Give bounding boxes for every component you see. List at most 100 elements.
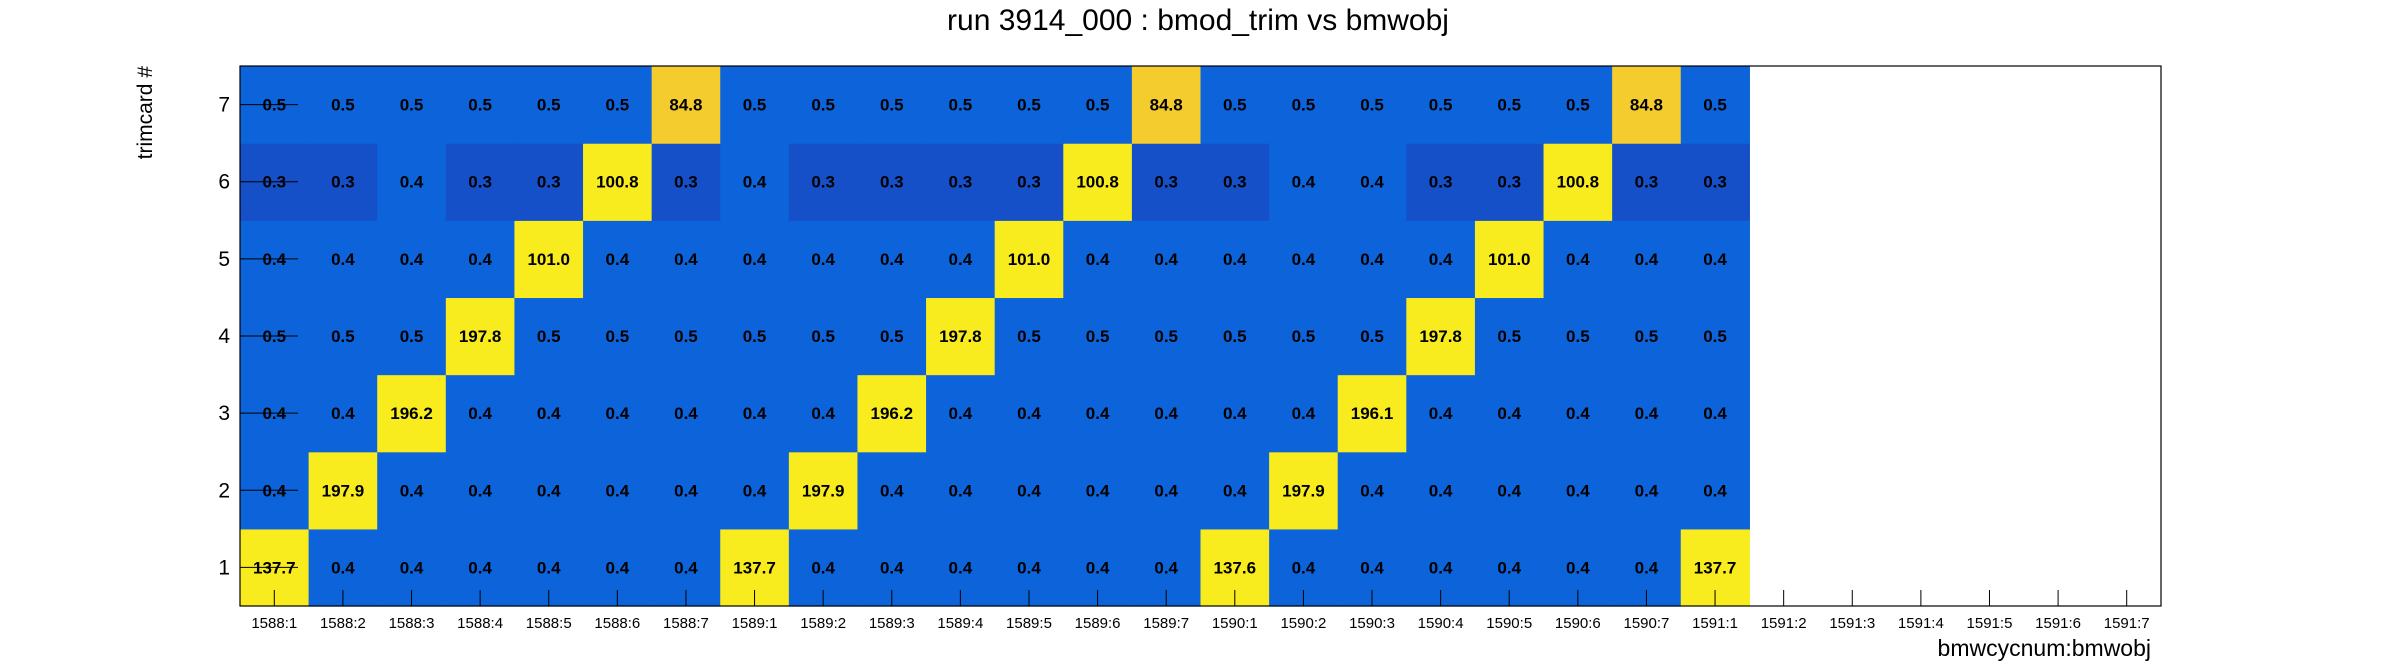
heatmap-cell <box>1337 66 1407 144</box>
heatmap-cell <box>1063 220 1133 299</box>
heatmap-cell <box>1269 374 1339 453</box>
cell-value-label: 137.6 <box>1214 558 1257 577</box>
cell-value-label: 197.8 <box>459 327 502 346</box>
cell-value-label: 0.5 <box>743 327 767 346</box>
heatmap-cell <box>377 143 447 221</box>
x-axis-label: bmwcycnum:bmwobj <box>1938 635 2151 661</box>
cell-value-label: 0.4 <box>537 404 561 423</box>
cell-value-label: 197.8 <box>939 327 982 346</box>
x-tick-label: 1588:7 <box>663 615 709 632</box>
cell-value-label: 0.4 <box>674 404 698 423</box>
heatmap-cell <box>1337 297 1407 376</box>
cell-value-label: 0.4 <box>1703 481 1727 500</box>
heatmap-cell <box>1612 220 1682 299</box>
cell-value-label: 0.4 <box>949 250 973 269</box>
y-tick-label: 1 <box>218 556 230 579</box>
heatmap-cell <box>1200 143 1270 221</box>
x-tick-label: 1591:4 <box>1898 615 1944 632</box>
heatmap-cell <box>1474 66 1545 144</box>
heatmap-cell <box>1131 220 1202 299</box>
cell-value-label: 0.5 <box>1086 96 1110 115</box>
heatmap-cell <box>651 143 721 221</box>
cell-value-label: 0.5 <box>537 96 561 115</box>
heatmap-cell <box>1680 220 1750 299</box>
cell-value-label: 0.3 <box>468 173 492 192</box>
cell-value-label: 0.4 <box>1566 250 1590 269</box>
heatmap-cell <box>994 297 1064 376</box>
cell-value-label: 0.4 <box>1223 404 1247 423</box>
heatmap-cell <box>1063 66 1133 144</box>
x-tick-label: 1591:6 <box>2035 615 2081 632</box>
heatmap-cell <box>514 297 584 376</box>
heatmap-cell <box>514 220 584 299</box>
heatmap-cell <box>651 374 721 453</box>
heatmap-cell <box>1337 220 1407 299</box>
cell-value-label: 0.5 <box>1017 96 1041 115</box>
heatmap-cell <box>445 220 516 299</box>
heatmap-cell <box>445 66 516 144</box>
cell-value-label: 0.4 <box>1360 558 1384 577</box>
cell-value-label: 0.4 <box>1223 481 1247 500</box>
cell-value-label: 0.4 <box>743 173 767 192</box>
heatmap-cell <box>1406 374 1476 453</box>
cell-value-label: 0.4 <box>949 481 973 500</box>
cell-value-label: 0.4 <box>1017 481 1041 500</box>
heatmap-cell <box>514 66 584 144</box>
heatmap-cell <box>1406 451 1476 530</box>
cell-value-label: 0.4 <box>1154 481 1178 500</box>
cell-value-label: 0.5 <box>400 327 424 346</box>
cell-value-label: 0.4 <box>674 481 698 500</box>
cell-value-label: 0.4 <box>1497 404 1521 423</box>
cell-value-label: 0.5 <box>1223 327 1247 346</box>
heatmap-cell <box>583 143 653 221</box>
cell-value-label: 0.4 <box>468 481 492 500</box>
cell-value-label: 0.3 <box>537 173 561 192</box>
cell-value-label: 0.3 <box>1703 173 1727 192</box>
heatmap-cell <box>1063 374 1133 453</box>
heatmap-cell <box>720 297 790 376</box>
heatmap-cell <box>377 451 447 530</box>
cell-value-label: 0.4 <box>1360 250 1384 269</box>
cell-value-label: 0.5 <box>1360 327 1384 346</box>
cell-value-label: 0.4 <box>1703 404 1727 423</box>
heatmap-cell <box>651 220 721 299</box>
cell-value-label: 84.8 <box>1150 96 1183 115</box>
heatmap-cell <box>994 451 1064 530</box>
heatmap-cell <box>788 143 859 221</box>
heatmap-cell <box>1543 143 1613 221</box>
cell-value-label: 196.2 <box>390 404 433 423</box>
heatmap-cell <box>1612 143 1682 221</box>
x-tick-label: 1591:2 <box>1761 615 1807 632</box>
cell-value-label: 0.4 <box>331 558 355 577</box>
cell-value-label: 0.4 <box>537 558 561 577</box>
cell-value-label: 0.4 <box>1086 558 1110 577</box>
heatmap-cell <box>1200 220 1270 299</box>
cell-value-label: 0.3 <box>949 173 973 192</box>
y-tick-label: 3 <box>218 402 230 425</box>
x-tick-label: 1589:3 <box>869 615 915 632</box>
x-tick-label: 1591:7 <box>2104 615 2150 632</box>
heatmap-cell <box>583 220 653 299</box>
cell-value-label: 0.4 <box>1360 173 1384 192</box>
cell-value-label: 0.5 <box>1086 327 1110 346</box>
heatmap-cell <box>788 220 859 299</box>
heatmap-cell <box>1474 374 1545 453</box>
cell-value-label: 0.4 <box>537 481 561 500</box>
heatmap-cell <box>720 374 790 453</box>
heatmap-cell <box>308 143 378 221</box>
cell-value-label: 0.4 <box>743 250 767 269</box>
cell-value-label: 0.4 <box>1566 404 1590 423</box>
cell-value-label: 0.3 <box>331 173 355 192</box>
heatmap-cell <box>308 374 378 453</box>
heatmap-cell <box>1612 297 1682 376</box>
heatmap-cell <box>857 143 927 221</box>
x-tick-label: 1589:6 <box>1075 615 1121 632</box>
heatmap-cell <box>377 374 447 453</box>
cell-value-label: 0.4 <box>606 558 630 577</box>
cell-value-label: 101.0 <box>1008 250 1051 269</box>
heatmap-cell <box>1269 220 1339 299</box>
heatmap-cell <box>720 220 790 299</box>
cell-value-label: 0.5 <box>331 327 355 346</box>
x-tick-label: 1588:2 <box>320 615 366 632</box>
cell-value-label: 100.8 <box>596 173 639 192</box>
